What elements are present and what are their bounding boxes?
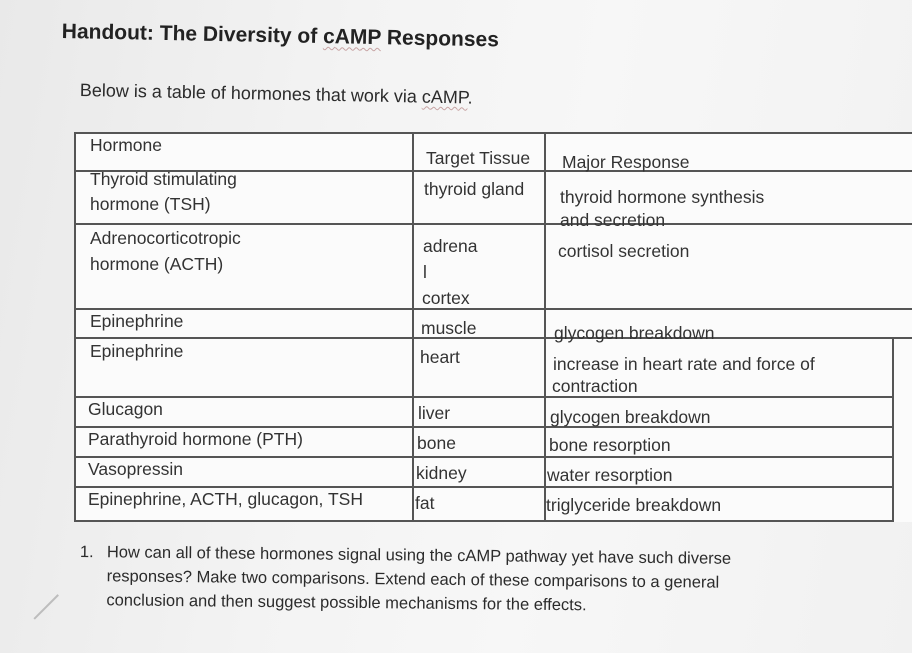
row8-response: triglyceride breakdown	[546, 495, 722, 515]
question-text: How can all of these hormones signal usi…	[106, 543, 732, 615]
row6-tissue: bone	[417, 433, 456, 453]
row2-response: cortisol secretion	[558, 241, 690, 261]
row1-response-line1: thyroid hormone synthesis	[560, 187, 765, 207]
row6-hormone: Parathyroid hormone (PTH)	[88, 429, 303, 449]
header-target-tissue: Target Tissue	[426, 148, 531, 168]
intro-text: Below is a table of hormones that work v…	[80, 80, 473, 109]
row7-response: water resorption	[547, 465, 673, 485]
table-border-left	[74, 132, 76, 522]
column-divider-1	[412, 132, 414, 522]
handout-title: Handout: The Diversity of cAMP Responses	[62, 20, 500, 52]
row2-tissue-line2: l	[423, 262, 427, 282]
row-divider	[74, 170, 912, 172]
table-border-bottom	[74, 520, 894, 522]
row7-tissue: kidney	[416, 463, 467, 483]
row6-response: bone resorption	[549, 435, 671, 455]
title-prefix: Handout: The Diversity of	[61, 20, 324, 49]
title-camp-term: cAMP	[322, 25, 382, 50]
row3-hormone: Epinephrine	[90, 311, 184, 331]
pencil-mark	[33, 594, 59, 620]
row1-response-line2: and secretion	[560, 210, 666, 230]
row2-tissue-line1: adrena	[423, 236, 478, 256]
row2-hormone-line2: hormone (ACTH)	[90, 254, 224, 274]
row7-hormone: Vasopressin	[88, 459, 184, 479]
row5-response: glycogen breakdown	[550, 407, 711, 427]
intro-suffix: .	[467, 87, 473, 108]
intro-camp-term: cAMP	[421, 86, 468, 108]
row3-tissue: muscle	[421, 318, 477, 338]
title-suffix: Responses	[380, 26, 500, 52]
row-divider	[74, 486, 894, 488]
row1-tissue: thyroid gland	[424, 179, 525, 199]
row2-tissue-line3: cortex	[422, 288, 470, 308]
table-border-right	[892, 337, 894, 522]
row4-response-line2: contraction	[552, 376, 638, 396]
hormone-table: Hormone Target Tissue Major Response Thy…	[74, 132, 912, 522]
row8-tissue: fat	[415, 493, 435, 513]
row-divider	[74, 426, 894, 428]
row1-hormone-line2: hormone (TSH)	[90, 194, 211, 214]
header-hormone: Hormone	[90, 135, 162, 155]
row-divider	[74, 308, 912, 310]
row-divider	[74, 456, 894, 458]
row8-hormone: Epinephrine, ACTH, glucagon, TSH	[88, 489, 363, 509]
row-divider	[74, 223, 912, 225]
row3-response: glycogen breakdown	[554, 323, 715, 343]
row4-response-line1: increase in heart rate and force of	[553, 354, 815, 374]
question-1: 1. How can all of these hormones signal …	[80, 540, 860, 614]
row5-hormone: Glucagon	[88, 399, 163, 419]
row4-tissue: heart	[420, 347, 460, 367]
column-divider-2	[544, 132, 546, 522]
row4-hormone: Epinephrine	[90, 341, 184, 361]
row-divider	[74, 337, 912, 339]
intro-prefix: Below is a table of hormones that work v…	[79, 80, 423, 107]
row-divider	[74, 396, 894, 398]
header-major-response: Major Response	[562, 152, 690, 172]
question-number: 1.	[79, 542, 94, 562]
table-border-top	[74, 132, 912, 134]
row1-hormone-line1: Thyroid stimulating	[90, 169, 237, 189]
row2-hormone-line1: Adrenocorticotropic	[90, 228, 241, 248]
row5-tissue: liver	[418, 403, 451, 423]
